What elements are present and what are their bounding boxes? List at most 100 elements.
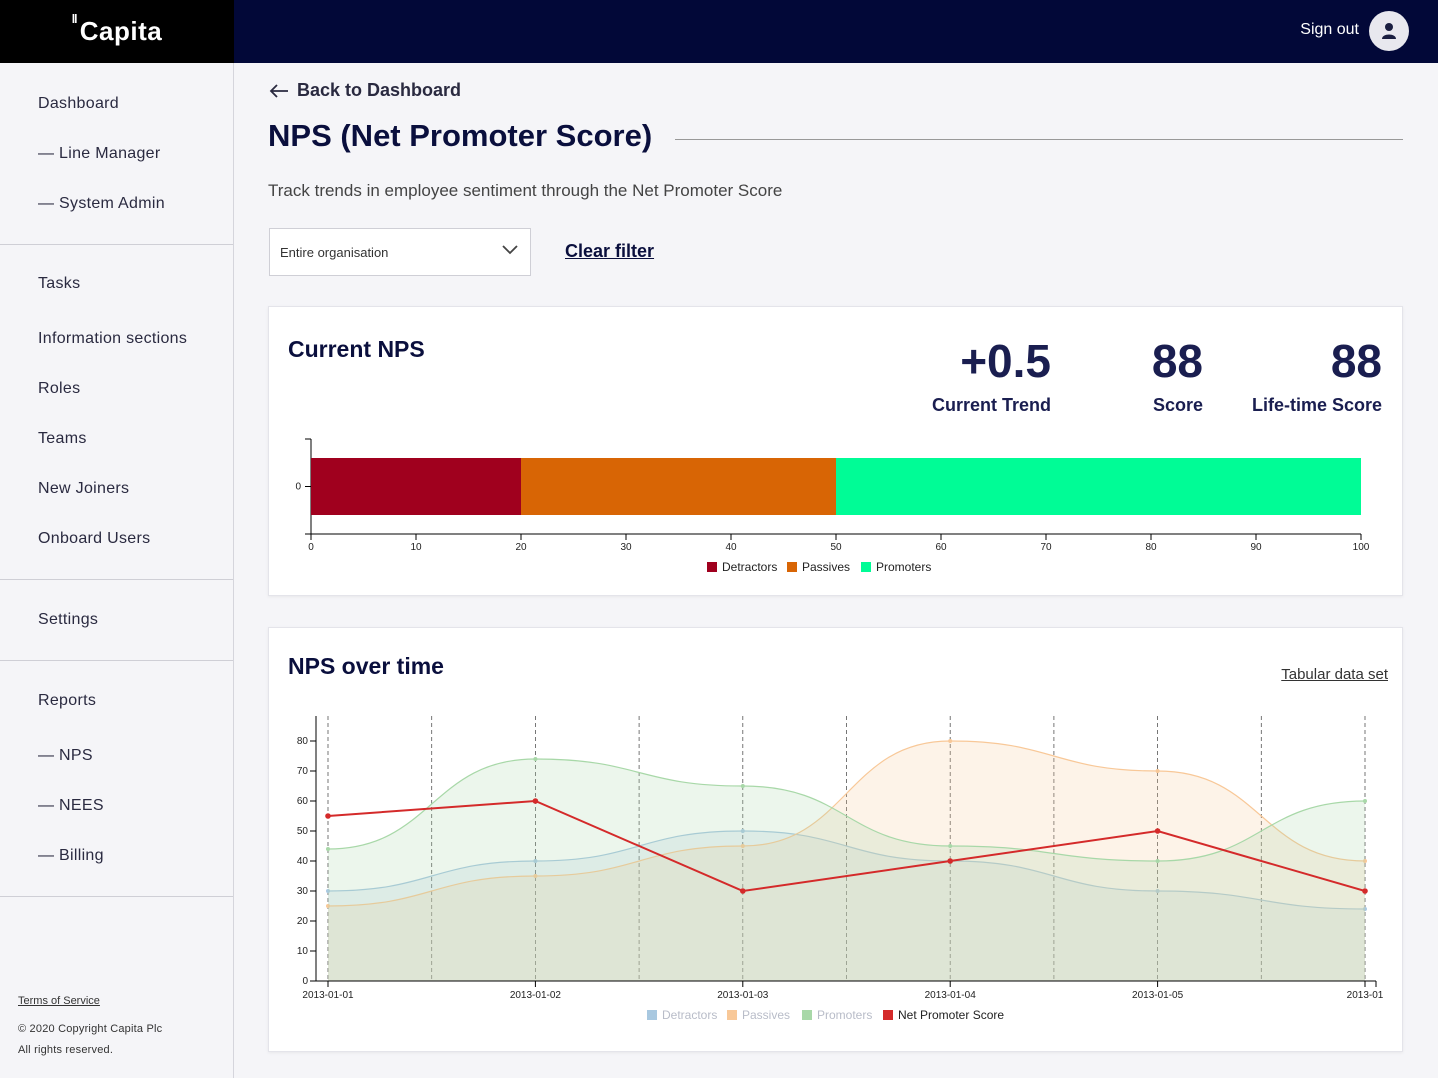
- legend-swatch: [787, 562, 797, 572]
- top-bar: Sign out: [234, 0, 1438, 63]
- sidebar-item-billing[interactable]: — Billing: [38, 847, 104, 864]
- copyright-text: © 2020 Copyright Capita Plc: [18, 1023, 163, 1035]
- sidebar: Dashboard — Line Manager — System Admin …: [0, 63, 234, 1078]
- bar-detractors: [311, 458, 521, 515]
- sidebar-divider: [0, 660, 233, 661]
- tabular-data-set-link[interactable]: Tabular data set: [1281, 666, 1388, 683]
- y-tick-label: 0: [302, 976, 308, 987]
- x-tick-label: 2013-01-04: [925, 990, 977, 1001]
- sidebar-item-system-admin[interactable]: — System Admin: [38, 195, 165, 212]
- current-trend-value: +0.5: [960, 335, 1051, 387]
- x-tick-label: 100: [1353, 542, 1370, 553]
- score-value: 88: [1151, 335, 1203, 387]
- logo-text: Capita: [79, 16, 163, 46]
- nps-point: [1154, 828, 1161, 834]
- sidebar-item-roles[interactable]: Roles: [38, 380, 81, 397]
- sidebar-item-dashboard[interactable]: Dashboard: [38, 95, 119, 112]
- legend-label: Net Promoter Score: [898, 1008, 1004, 1022]
- back-label: Back to Dashboard: [297, 80, 462, 100]
- current-trend-label: Current Trend: [931, 395, 1051, 415]
- sidebar-item-tasks[interactable]: Tasks: [38, 275, 81, 292]
- sidebar-item-settings[interactable]: Settings: [38, 611, 99, 628]
- y-tick-label: 30: [297, 886, 309, 897]
- sidebar-divider: [0, 579, 233, 580]
- point-promoters: [533, 757, 538, 761]
- legend-swatch: [647, 1010, 657, 1020]
- point-passives: [1155, 769, 1160, 773]
- area-line-promoters: [327, 758, 1366, 862]
- x-tick-label: 2013-01: [1347, 990, 1384, 1001]
- card-title: NPS over time: [288, 653, 444, 679]
- point-passives: [326, 904, 330, 908]
- sidebar-item-new-joiners[interactable]: New Joiners: [38, 480, 130, 497]
- point-detractors: [1155, 889, 1160, 893]
- area-passives: [328, 741, 1365, 981]
- nps-over-time-chart: 0 10 20 30 40 50 60 70 80 2013-01-01 2013-01-02 201…: [297, 716, 1384, 1022]
- point-detractors: [1363, 907, 1367, 911]
- sidebar-divider: [0, 896, 233, 897]
- x-tick-label: 30: [620, 542, 632, 553]
- legend-label: Promoters: [817, 1008, 872, 1022]
- sidebar-item-onboard-users[interactable]: Onboard Users: [38, 530, 151, 547]
- area-line-detractors: [327, 830, 1366, 910]
- y-tick-label: 0: [295, 482, 301, 493]
- legend-label: Detractors: [722, 560, 777, 574]
- back-to-dashboard-link[interactable]: Back to Dashboard: [269, 80, 461, 101]
- sidebar-item-nps[interactable]: — NPS: [38, 747, 93, 764]
- point-promoters: [1363, 799, 1367, 803]
- y-tick-label: 20: [297, 916, 309, 927]
- sign-out-link[interactable]: Sign out: [1300, 21, 1359, 38]
- nps-point: [740, 888, 746, 894]
- legend-label: Detractors: [662, 1008, 717, 1022]
- y-tick-label: 40: [297, 856, 309, 867]
- legend-swatch: [802, 1010, 812, 1020]
- x-tick-label: 2013-01-05: [1132, 990, 1184, 1001]
- x-tick-label: 10: [410, 542, 422, 553]
- x-tick-label: 50: [830, 542, 842, 553]
- x-tick-label: 80: [1145, 542, 1157, 553]
- point-promoters: [948, 844, 953, 848]
- logo[interactable]: ll Capita: [0, 0, 234, 63]
- sidebar-item-reports[interactable]: Reports: [38, 692, 97, 709]
- bar-promoters: [836, 458, 1361, 515]
- nps-point: [532, 798, 539, 804]
- nps-over-time-card: NPS over time Tabular data set 0 10 20 30 40…: [268, 627, 1403, 1052]
- point-detractors: [740, 829, 745, 833]
- area-detractors: [328, 831, 1365, 981]
- nps-point: [1362, 888, 1368, 894]
- area-line-passives: [327, 740, 1366, 907]
- point-promoters: [1155, 859, 1160, 863]
- point-promoters: [326, 847, 330, 851]
- x-tick-label: 2013-01-02: [510, 990, 562, 1001]
- sidebar-item-nees[interactable]: — NEES: [38, 797, 104, 814]
- title-divider: [675, 139, 1403, 140]
- lifetime-score-value: 88: [1330, 335, 1382, 387]
- x-tick-label: 2013-01-03: [717, 990, 769, 1001]
- point-passives: [740, 844, 745, 848]
- x-tick-label: 20: [515, 542, 527, 553]
- legend-swatch: [883, 1010, 893, 1020]
- legend-label: Passives: [742, 1008, 790, 1022]
- x-tick-label: 2013-01-01: [302, 990, 354, 1001]
- nps-stacked-bar-chart: 0 0 10 20 30 40 50 60 70 80 90 100 Detractors Passive…: [295, 438, 1370, 574]
- sidebar-item-line-manager[interactable]: — Line Manager: [38, 145, 161, 162]
- sidebar-item-information-sections[interactable]: Information sections: [38, 330, 188, 347]
- lifetime-score-label: Life-time Score: [1251, 395, 1382, 415]
- card-title: Current NPS: [288, 336, 425, 362]
- avatar[interactable]: [1369, 11, 1409, 51]
- score-label: Score: [1152, 395, 1203, 415]
- nps-point: [325, 813, 331, 819]
- point-passives: [1363, 859, 1367, 863]
- logo-ticks: ll: [71, 12, 78, 26]
- x-tick-label: 90: [1250, 542, 1262, 553]
- bar-passives: [521, 458, 836, 515]
- sidebar-item-teams[interactable]: Teams: [38, 430, 87, 447]
- terms-of-service-link[interactable]: Terms of Service: [18, 995, 100, 1007]
- y-tick-label: 50: [297, 826, 309, 837]
- clear-filter-link[interactable]: Clear filter: [565, 241, 655, 261]
- organisation-filter-select[interactable]: Entire organisation: [269, 228, 531, 276]
- page-title: NPS (Net Promoter Score): [268, 118, 653, 153]
- legend-swatch: [727, 1010, 737, 1020]
- legend-swatch: [861, 562, 871, 572]
- x-tick-label: 60: [935, 542, 947, 553]
